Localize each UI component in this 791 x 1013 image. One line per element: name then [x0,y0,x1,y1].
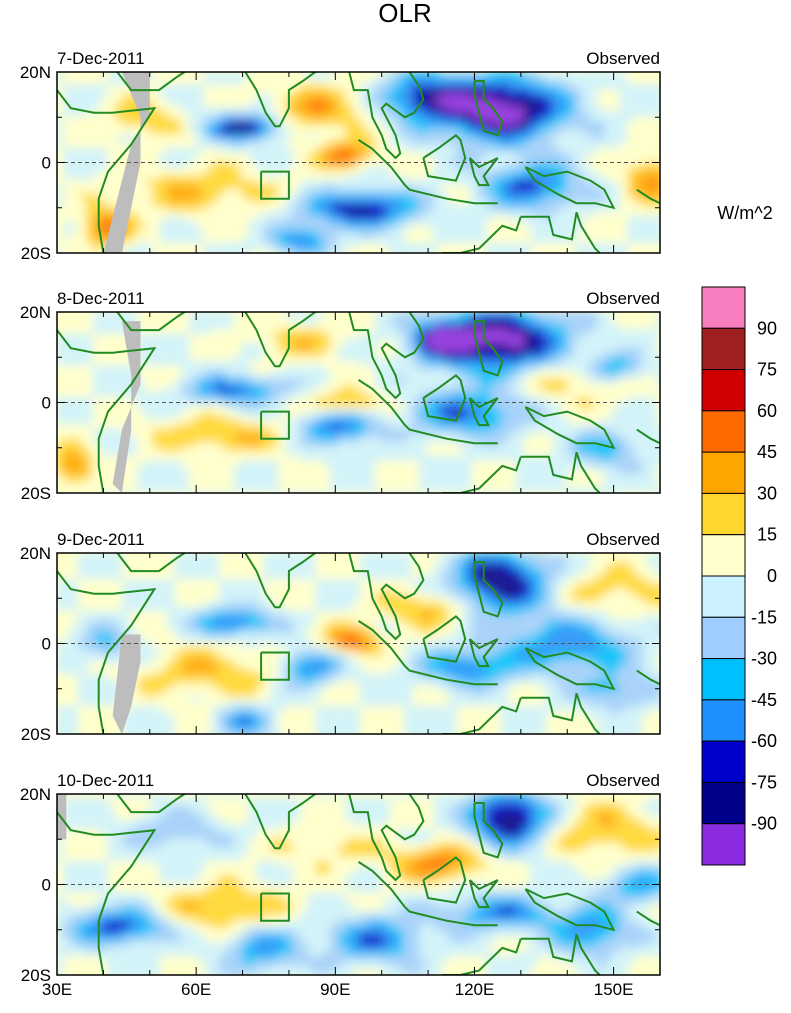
colorbar-swatch [701,410,746,453]
colorbar-label: -75 [751,772,777,792]
colorbar-label: -45 [751,690,777,710]
colorbar-swatch [701,286,746,329]
x-tick-label: 60E [181,980,211,999]
panel-label: Observed [586,530,660,549]
map-panel: 20N 0 20S 9-Dec-2011 Observed [20,530,661,744]
colorbar-swatch [701,823,746,866]
missing-data-region [112,634,141,734]
figure-title: OLR [378,0,431,28]
colorbar-swatch [701,575,746,618]
y-tick-label: 20S [21,244,51,263]
x-tick-label: 120E [455,980,495,999]
colorbar-label: 0 [767,566,777,586]
colorbar-swatch [701,658,746,701]
colorbar-label: -60 [751,731,777,751]
colorbar-label: -30 [751,649,777,669]
y-tick-label: 0 [42,876,51,895]
anomaly-field [57,312,660,493]
colorbar-swatch [701,781,746,825]
y-tick-label: 20N [20,785,51,804]
colorbar-swatch [701,616,746,660]
colorbar-swatch [701,492,746,536]
panel-label: Observed [586,49,660,68]
panel-label: Observed [586,289,660,308]
panel-date: 9-Dec-2011 [57,530,145,549]
colorbar-swatch [701,369,746,412]
colorbar-label: 15 [757,525,777,545]
coastlines [57,72,660,253]
coastlines [57,794,660,975]
y-tick-label: 20S [21,966,51,985]
anomaly-field [57,794,660,975]
missing-data-region [112,321,141,493]
map-panel: 20N 0 20S 10-Dec-2011 Observed 30E 60E 90E 120E 1… [20,771,661,999]
y-tick-label: 0 [42,154,51,173]
panel-date: 7-Dec-2011 [57,49,145,68]
x-tick-label: 150E [594,980,634,999]
anomaly-field [57,553,660,734]
colorbar-swatch [701,451,746,494]
x-tick-label: 90E [320,980,350,999]
y-tick-label: 20N [20,303,51,322]
y-tick-label: 20N [20,544,51,563]
colorbar-label: 45 [757,442,777,462]
colorbar-units: W/m^2 [717,203,772,223]
coastlines [57,553,660,734]
panel-label: Observed [586,771,660,790]
colorbar-label: 90 [757,318,777,338]
map-panel: 20N 0 20S 8-Dec-2011 Observed [20,289,661,503]
colorbar-label: 75 [757,360,777,380]
y-tick-label: 0 [42,635,51,654]
coastlines [57,312,660,493]
panel-date: 8-Dec-2011 [57,289,145,308]
y-tick-label: 20S [21,484,51,503]
colorbar-label: -15 [751,607,777,627]
colorbar: 90 75 60 45 30 15 0 -15 -30 -45 -60 -75 -90 [701,286,777,866]
x-tick-label: 30E [42,980,72,999]
colorbar-swatch [701,699,746,742]
colorbar-swatch [701,327,746,371]
colorbar-swatch [701,740,746,783]
panel-date: 10-Dec-2011 [57,771,154,790]
colorbar-label: 60 [757,401,777,421]
y-tick-label: 20S [21,725,51,744]
colorbar-swatch [701,534,746,577]
map-panel: 20N 0 20S 7-Dec-2011 Observed [20,49,661,263]
anomaly-field [57,72,660,253]
missing-data-region [103,72,150,253]
y-tick-label: 20N [20,63,51,82]
colorbar-label: 30 [757,483,777,503]
y-tick-label: 0 [42,394,51,413]
colorbar-label: -90 [751,814,777,834]
